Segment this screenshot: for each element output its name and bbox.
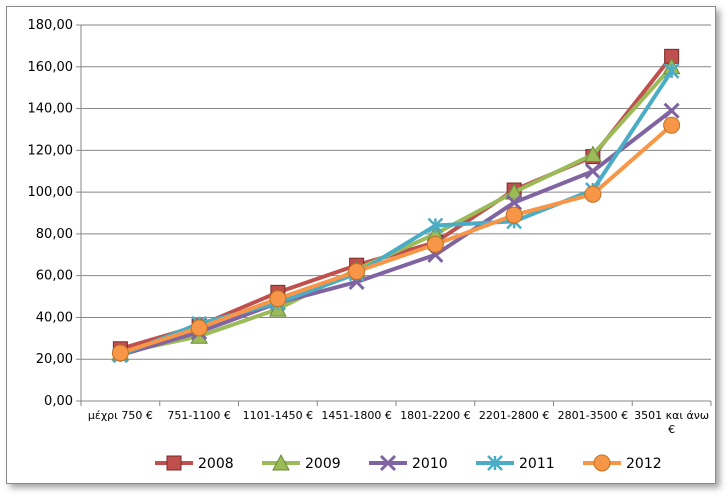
y-tick-label: 160,00 (28, 60, 74, 75)
series-line-2011 (118, 68, 674, 358)
data-point-2012 (663, 116, 681, 134)
x-tick-label: 751-1100 € (167, 409, 230, 422)
data-point-2012 (584, 185, 602, 203)
legend-label: 2011 (519, 456, 555, 472)
y-tick-label: 100,00 (28, 185, 74, 200)
y-tick-label: 0,00 (44, 394, 73, 409)
y-tick-label: 60,00 (36, 269, 73, 284)
series-line-2010 (118, 108, 674, 358)
x-tick-label: 1451-1800 € (321, 409, 391, 422)
series-line-2008 (118, 54, 674, 351)
x-tick-label: € (668, 423, 675, 436)
legend-entry-2011: 2011 (476, 455, 555, 472)
data-point-2012 (505, 206, 523, 224)
data-point-2010 (663, 102, 680, 119)
y-tick-label: 20,00 (36, 352, 73, 367)
series-line-2012 (118, 123, 674, 355)
data-point-2009 (584, 145, 602, 163)
series-line-2009 (118, 64, 674, 355)
legend-marker (272, 453, 290, 471)
y-tick-label: 120,00 (28, 143, 74, 158)
legend-entry-2009: 2009 (262, 453, 341, 472)
legend-entry-2008: 2008 (155, 455, 234, 472)
x-tick-label: 3501 και άνω (634, 409, 709, 422)
data-point-2010 (506, 194, 523, 211)
y-tick-label: 140,00 (28, 102, 74, 117)
legend-entry-2012: 2012 (583, 454, 662, 472)
legend-label: 2008 (198, 456, 234, 472)
data-point-2012 (269, 290, 287, 308)
legend-marker (379, 454, 397, 472)
legend-marker (593, 454, 611, 472)
data-point-2012 (426, 235, 444, 253)
data-point-2012 (111, 344, 129, 362)
x-tick-label: 2801-3500 € (558, 409, 628, 422)
line-chart: 0,00 20,00 40,00 60,00 80,00 100,00 120,00 140,… (28, 18, 712, 472)
y-tick-label: 180,00 (28, 18, 74, 33)
legend-entry-2010: 2010 (369, 454, 448, 472)
data-point-2010 (584, 163, 601, 180)
x-tick-label: 1101-1450 € (243, 409, 313, 422)
legend-label: 2012 (626, 456, 662, 472)
x-tick-label: μέχρι 750 € (88, 409, 153, 422)
x-tick-label: 2201-2800 € (479, 409, 549, 422)
data-point-2012 (190, 319, 208, 337)
data-point-2011 (427, 217, 444, 234)
y-tick-label: 80,00 (36, 227, 73, 242)
x-tick-label: 1801-2200 € (400, 409, 470, 422)
data-point-2012 (348, 262, 366, 280)
legend-label: 2009 (305, 456, 341, 472)
data-point-2009 (505, 183, 523, 200)
legend-marker (487, 455, 503, 471)
y-tick-label: 40,00 (36, 310, 73, 325)
chart-frame: 0,00 20,00 40,00 60,00 80,00 100,00 120,00 140,… (6, 6, 716, 484)
legend-label: 2010 (412, 456, 448, 472)
legend-marker (166, 455, 182, 471)
data-point-2011 (663, 63, 680, 79)
